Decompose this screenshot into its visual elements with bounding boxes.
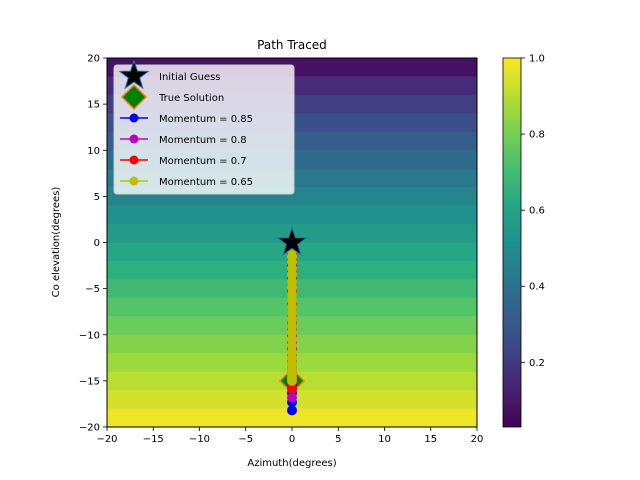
legend-box <box>113 64 295 195</box>
x-tick-label: −10 <box>189 434 210 445</box>
legend-handle-marker <box>129 134 139 144</box>
legend-label: Momentum = 0.65 <box>159 177 253 188</box>
legend-label: Momentum = 0.85 <box>159 114 253 125</box>
legend-handle-true-solution <box>120 83 148 111</box>
colorbar-ticks: 0.2 0.4 0.6 0.8 1.0 <box>521 54 545 369</box>
plot-markers <box>276 225 308 256</box>
x-tick-label: 15 <box>424 434 437 445</box>
y-axis-ticks: −20 −15 −10 −5 0 5 10 15 20 <box>79 54 107 434</box>
colorbar-tick-label: 1.0 <box>529 54 545 65</box>
colorbar-tick-label: 0.8 <box>529 130 545 141</box>
chart-title: Path Traced <box>257 38 327 52</box>
y-tick-label: −5 <box>85 284 100 295</box>
legend-handle-marker <box>129 155 139 165</box>
legend: Initial Guess True Solution Momentum = 0.8… <box>113 59 295 195</box>
series-point <box>287 405 297 416</box>
x-tick-label: 0 <box>289 434 295 445</box>
heatmap-row <box>107 408 477 428</box>
heatmap-row <box>107 205 477 225</box>
legend-handle-marker <box>129 176 139 186</box>
colorbar-tick-label: 0.4 <box>529 282 545 293</box>
x-tick-label: 10 <box>378 434 391 445</box>
x-axis-label: Azimuth(degrees) <box>247 458 336 469</box>
y-tick-label: 20 <box>87 54 100 65</box>
x-tick-label: −20 <box>96 434 117 445</box>
y-tick-label: −20 <box>79 423 100 434</box>
series-point <box>287 383 297 394</box>
legend-label: Momentum = 0.8 <box>159 135 247 146</box>
x-tick-label: 20 <box>471 434 484 445</box>
x-axis-ticks: −20 −15 −10 −5 0 5 10 15 20 <box>96 427 483 445</box>
legend-label: True Solution <box>158 93 224 104</box>
y-axis-label: Co elevation(degrees) <box>51 187 62 298</box>
y-tick-label: 0 <box>94 238 100 249</box>
initial-guess-marker <box>276 225 308 256</box>
legend-handle-marker <box>129 113 139 123</box>
y-tick-label: 5 <box>94 192 100 203</box>
y-tick-label: −15 <box>79 376 100 387</box>
colorbar-tick-label: 0.2 <box>529 358 545 369</box>
series-point <box>287 392 297 403</box>
colorbar-tick-label: 0.6 <box>529 206 545 217</box>
x-tick-label: 5 <box>335 434 341 445</box>
y-tick-label: 15 <box>87 100 100 111</box>
x-tick-label: −15 <box>143 434 164 445</box>
x-tick-label: −5 <box>238 434 253 445</box>
series-point <box>287 375 297 386</box>
y-tick-label: −10 <box>79 330 100 341</box>
colorbar <box>502 57 522 428</box>
legend-handle-initial-guess <box>118 59 150 90</box>
y-tick-label: 10 <box>87 146 100 157</box>
legend-label: Momentum = 0.7 <box>159 156 247 167</box>
legend-label: Initial Guess <box>159 72 221 83</box>
